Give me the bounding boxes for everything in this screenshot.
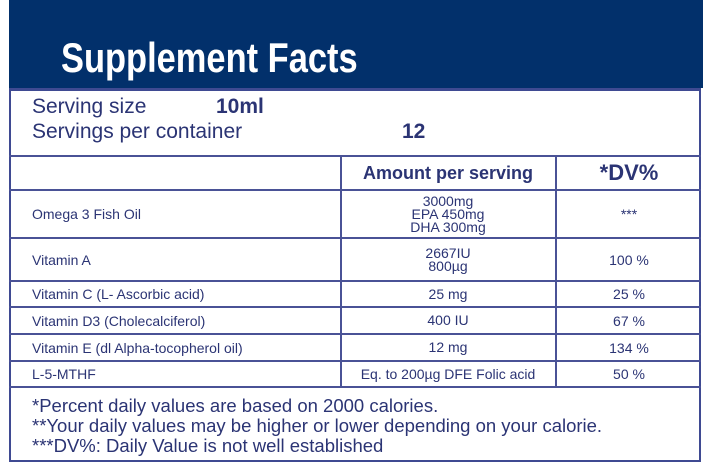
row-divider <box>9 306 701 308</box>
daily-value: 134 % <box>609 339 649 356</box>
facts-panel <box>9 88 701 462</box>
ingredient-amount: 2667IU 800µg <box>342 239 554 280</box>
column-divider <box>340 155 342 386</box>
daily-value: 100 % <box>609 251 649 268</box>
ingredient-name: Vitamin C (L- Ascorbic acid) <box>32 286 205 302</box>
amount-line: DHA 300mg <box>410 218 486 235</box>
row-divider <box>9 237 701 239</box>
footnote: *Percent daily values are based on 2000 … <box>32 395 439 416</box>
amount-line: 3000mg <box>422 192 474 209</box>
ingredient-amount: 25 mg <box>342 282 554 306</box>
ingredient-name: Vitamin A <box>32 251 91 268</box>
footnote: ***DV%: Daily Value is not well establis… <box>32 435 384 456</box>
row-divider <box>9 333 701 335</box>
ingredient-amount: 400 IU <box>342 308 554 333</box>
column-divider <box>555 155 557 386</box>
footnote: **Your daily values may be higher or low… <box>32 415 603 436</box>
amount-line: 2667IU <box>425 244 471 261</box>
header-band: Supplement Facts <box>9 0 703 88</box>
row-divider <box>9 360 701 362</box>
amount-line: 12 mg <box>428 339 468 355</box>
daily-value: *** <box>620 206 638 222</box>
serving-size-label: Serving size <box>32 95 147 118</box>
servings-per-container-label: Servings per container <box>32 120 243 143</box>
header-amount: Amount per serving <box>362 162 534 183</box>
daily-value: 50 % <box>613 366 645 382</box>
header-dv: *DV% <box>599 160 659 185</box>
page-title: Supplement Facts <box>61 34 358 81</box>
amount-line: 25 mg <box>428 285 468 302</box>
row-divider <box>9 386 701 388</box>
daily-value: 67 % <box>613 312 645 329</box>
amount-line: EPA 450mg <box>411 205 485 222</box>
amount-line: Eq. to 200µg DFE Folic acid <box>360 365 536 382</box>
ingredient-amount: 3000mg EPA 450mg DHA 300mg <box>342 191 554 237</box>
ingredient-name: Vitamin E (dl Alpha-tocopherol oil) <box>32 339 243 356</box>
footnotes: *Percent daily values are based on 2000 … <box>32 396 602 456</box>
serving-size-value: 10ml <box>216 95 264 118</box>
ingredient-amount: Eq. to 200µg DFE Folic acid <box>342 362 554 386</box>
row-divider <box>9 189 701 191</box>
row-divider <box>9 280 701 282</box>
amount-line: 800µg <box>428 257 468 274</box>
ingredient-name: L-5-MTHF <box>32 366 96 382</box>
row-divider <box>9 155 701 157</box>
ingredient-name: Omega 3 Fish Oil <box>32 206 141 222</box>
ingredient-name: Vitamin D3 (Cholecalciferol) <box>32 312 206 329</box>
amount-line: 400 IU <box>427 312 469 328</box>
ingredient-amount: 12 mg <box>342 335 554 360</box>
servings-per-container-value: 12 <box>402 120 426 143</box>
daily-value: 25 % <box>613 286 645 302</box>
